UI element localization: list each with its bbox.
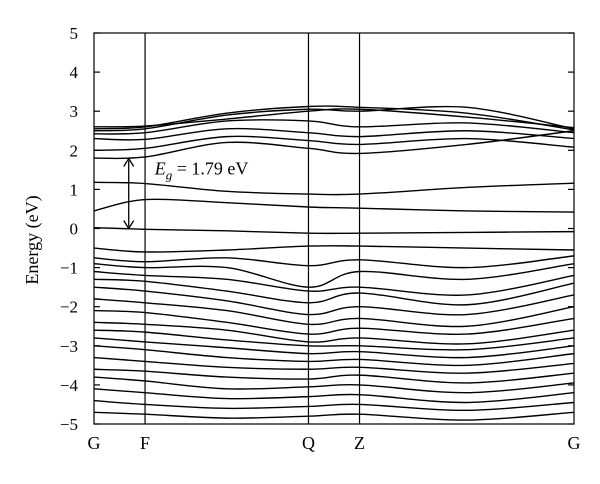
bands-layer: [93, 105, 575, 421]
plot-frame-rect: [93, 32, 575, 425]
band-line-2: [93, 181, 575, 196]
x-tick-label-3: Z: [354, 433, 365, 453]
y-tick-label-2: 3: [70, 102, 79, 121]
y-tick-label-6: −1: [60, 259, 78, 278]
band-line-24: [93, 376, 575, 394]
x-tick-label-1: F: [140, 433, 150, 453]
y-tick-label-10: −5: [60, 415, 78, 434]
band-line-10: [93, 245, 575, 253]
arrow-head-up: [123, 157, 135, 167]
band-line-18: [93, 321, 575, 345]
y-tick-label-7: −2: [60, 298, 78, 317]
y-tick-label-9: −4: [60, 376, 79, 395]
band-line-1: [93, 198, 575, 213]
y-tick-label-8: −3: [60, 337, 78, 356]
band-line-15: [93, 286, 575, 316]
y-tick-label-4: 1: [70, 180, 79, 199]
x-tick-label-2: Q: [302, 433, 315, 453]
band-line-27: [93, 411, 575, 421]
arrow-head-down: [123, 220, 135, 230]
y-axis-ticks: 5 4 3 2 1 0 −1 −2 −3 −4 −5: [60, 24, 574, 434]
y-tick-label-0: 5: [70, 24, 79, 43]
band-line-17: [93, 309, 575, 336]
band-line-26: [93, 399, 575, 412]
band-line-11: [93, 255, 575, 269]
band-gap-annotation: Eg = 1.79 eV: [123, 157, 249, 230]
y-tick-label-3: 2: [70, 141, 79, 160]
y-axis-label: Energy (eV): [22, 195, 43, 284]
x-tick-label-4: G: [568, 433, 581, 453]
x-tick-label-0: G: [88, 433, 101, 453]
y-tick-label-5: 0: [70, 220, 79, 239]
y-tick-label-1: 4: [70, 63, 79, 82]
plot-frame: [93, 32, 575, 425]
band-line-0: [93, 227, 575, 235]
band-line-4: [93, 135, 575, 151]
band-line-16: [93, 298, 575, 328]
band-line-14: [93, 278, 575, 306]
band-gap-label: Eg = 1.79 eV: [154, 159, 249, 183]
symmetry-lines: [144, 33, 361, 424]
